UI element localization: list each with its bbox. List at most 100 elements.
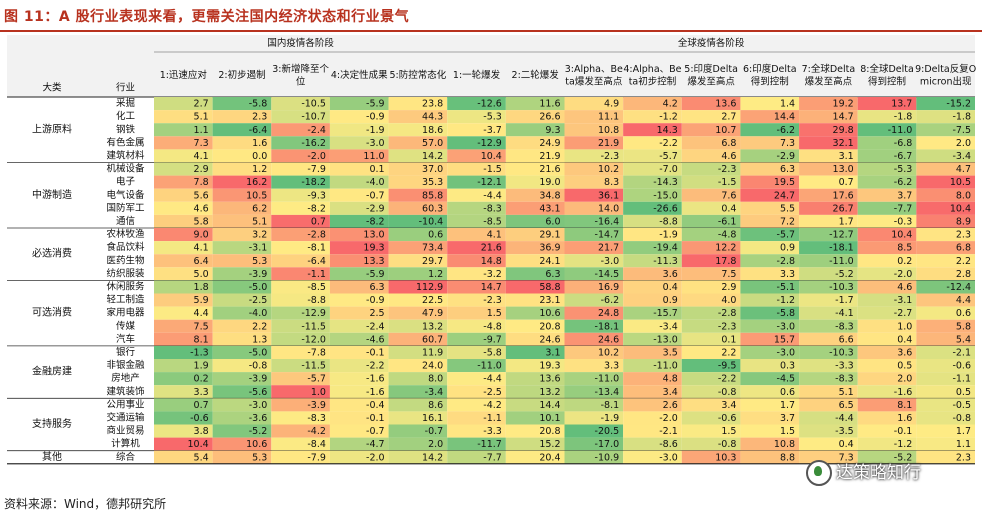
- cell-value: 3.7: [780, 413, 795, 424]
- cell-value: -2.1: [659, 426, 678, 437]
- cell-value: -0.9: [366, 295, 385, 306]
- heatmap-cell: [740, 306, 800, 320]
- heatmap-cell: [447, 306, 506, 320]
- heatmap-cell: [447, 385, 506, 399]
- cell-value: 2.2: [956, 256, 971, 267]
- column-header: 9:Delta反复O micron出现: [915, 63, 976, 88]
- heatmap-cell: [564, 254, 624, 268]
- cell-value: -2.8: [777, 256, 796, 267]
- cell-value: -0.9: [366, 112, 385, 123]
- heatmap-cell: [447, 293, 506, 307]
- heatmap-cell: [154, 450, 213, 464]
- cell-value: -8.5: [307, 282, 326, 293]
- heatmap-cell: [447, 228, 506, 242]
- heatmap-cell: [447, 188, 506, 202]
- industry-label: 通信: [116, 215, 135, 227]
- cell-value: 14.7: [481, 282, 502, 293]
- column-header: 5:防控常态化: [390, 69, 447, 81]
- heatmap-cell: [154, 424, 213, 438]
- cell-value: 47.9: [422, 308, 443, 319]
- cell-value: 3.4: [721, 400, 736, 411]
- cell-value: 1.4: [780, 99, 795, 110]
- cell-value: 16.2: [246, 177, 267, 188]
- heatmap-cell: [623, 267, 682, 281]
- cell-value: -8.3: [483, 203, 502, 214]
- cell-value: 0.4: [839, 439, 854, 450]
- heatmap-cell: [916, 293, 975, 307]
- heatmap-cell: [857, 359, 917, 373]
- heatmap-cell: [271, 385, 330, 399]
- group-header-domestic: 国内疫情各阶段: [267, 37, 334, 49]
- cell-value: 10.8: [598, 125, 619, 136]
- heatmap-cell: [447, 359, 506, 373]
- industry-label: 纺织服装: [106, 267, 145, 279]
- heatmap-cell: [447, 136, 506, 150]
- cell-value: 5.1: [252, 216, 267, 227]
- cell-value: 6.5: [839, 400, 854, 411]
- heatmap-cell: [271, 332, 330, 346]
- cell-value: -6.4: [249, 125, 268, 136]
- cell-value: 16.9: [598, 282, 619, 293]
- heatmap-cell: [505, 411, 565, 425]
- heatmap-cell: [388, 110, 448, 124]
- heatmap-cell: [212, 372, 272, 386]
- heatmap-cell: [505, 241, 565, 255]
- cell-value: -8.3: [307, 413, 326, 424]
- cell-value: 5.1: [194, 112, 209, 123]
- cell-value: -2.0: [366, 452, 385, 463]
- heatmap-cell: [154, 293, 213, 307]
- cell-value: 8.8: [780, 452, 795, 463]
- heatmap-cell: [681, 332, 741, 346]
- heatmap-cell: [388, 319, 448, 333]
- heatmap-cell: [623, 228, 682, 242]
- heatmap-cell: [154, 175, 213, 189]
- heatmap-cell: [799, 306, 858, 320]
- heatmap-cell: [388, 267, 448, 281]
- cell-value: 2.0: [897, 374, 912, 385]
- heatmap-cell: [916, 136, 975, 150]
- heatmap-cell: [681, 162, 741, 176]
- heatmap-cell: [916, 267, 975, 281]
- cell-value: -11.0: [653, 361, 678, 372]
- heatmap-cell: [505, 345, 565, 359]
- heatmap-cell: [916, 359, 975, 373]
- cell-value: 8.5: [897, 243, 912, 254]
- cell-value: 3.3: [194, 387, 209, 398]
- cell-value: 2.2: [721, 347, 736, 358]
- cell-value: -4.1: [835, 308, 854, 319]
- cell-value: -1.1: [307, 269, 326, 280]
- column-header: 4:决定性成果: [331, 69, 388, 81]
- heatmap-cell: [916, 332, 975, 346]
- heatmap-cell: [447, 424, 506, 438]
- industry-label: 化工: [116, 110, 136, 122]
- cell-value: -4.4: [483, 374, 502, 385]
- heatmap-cell: [271, 398, 330, 412]
- heatmap-cell: [623, 411, 682, 425]
- heatmap-cell: [857, 385, 917, 399]
- heatmap-cell: [857, 345, 917, 359]
- heatmap-cell: [740, 136, 800, 150]
- heatmap-cell: [857, 306, 917, 320]
- cell-value: 5.4: [194, 452, 209, 463]
- heatmap-cell: [271, 201, 330, 215]
- cell-value: -0.6: [718, 413, 737, 424]
- heatmap-cell: [271, 254, 330, 268]
- cell-value: 19.5: [774, 177, 795, 188]
- cell-value: 1.0: [311, 387, 326, 398]
- heatmap-cell: [681, 267, 741, 281]
- cell-value: -2.5: [483, 387, 502, 398]
- cell-value: -14.7: [595, 230, 620, 241]
- heatmap-cell: [857, 450, 917, 464]
- cell-value: -0.1: [366, 413, 385, 424]
- heatmap-cell: [154, 437, 213, 451]
- heatmap-cell: [388, 332, 448, 346]
- cell-value: -9.7: [483, 334, 502, 345]
- heatmap-cell: [681, 214, 741, 228]
- cell-value: 5.1: [839, 387, 854, 398]
- heatmap-cell: [916, 175, 975, 189]
- cell-value: 7.8: [194, 177, 209, 188]
- cell-value: 10.2: [598, 164, 619, 175]
- heatmap-cell: [799, 411, 858, 425]
- cell-value: 2.6: [663, 400, 678, 411]
- cell-value: -2.2: [718, 374, 737, 385]
